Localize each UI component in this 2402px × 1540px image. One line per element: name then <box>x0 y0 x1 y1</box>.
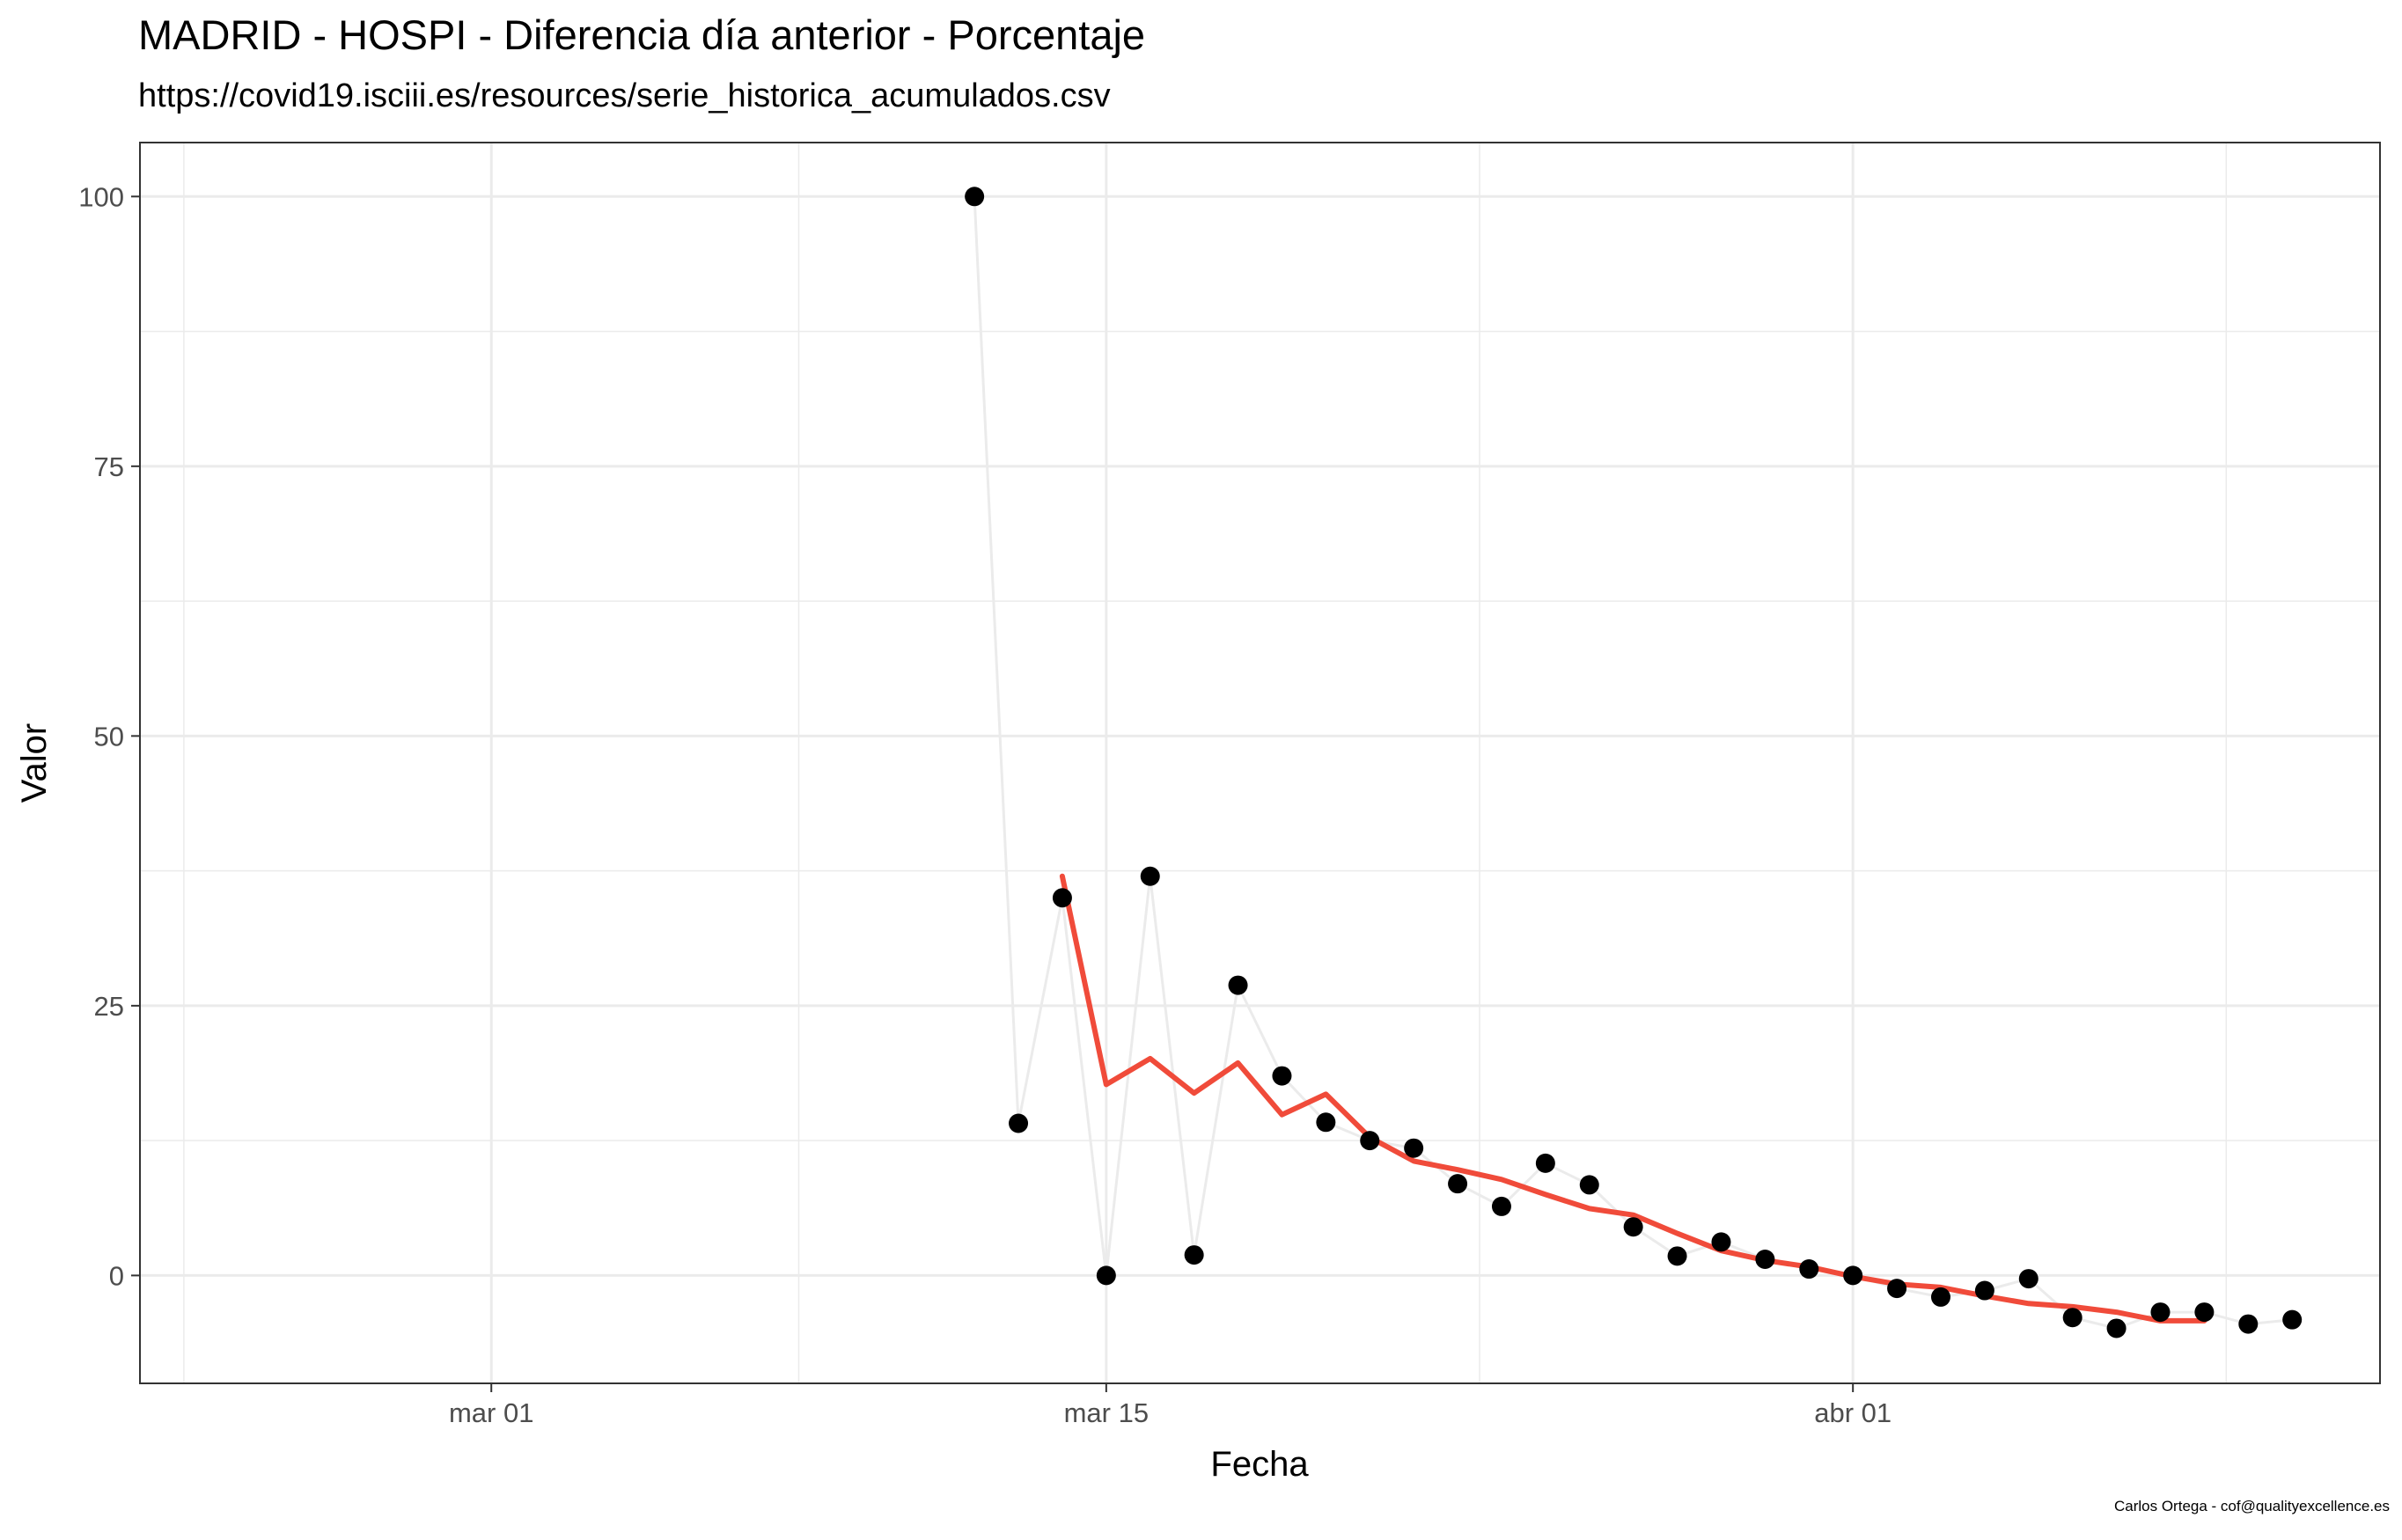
data-point <box>1623 1217 1643 1237</box>
data-point <box>1974 1280 1994 1301</box>
y-tick-label: 75 <box>94 451 124 482</box>
data-point <box>1799 1259 1819 1280</box>
x-tick-label: mar 01 <box>449 1397 533 1428</box>
data-point <box>2282 1309 2303 1330</box>
data-point <box>1272 1066 1292 1086</box>
y-tick-label: 25 <box>94 991 124 1022</box>
data-point <box>1667 1246 1687 1266</box>
data-point <box>1535 1153 1555 1173</box>
y-axis-title: Valor <box>15 723 54 803</box>
data-point <box>2238 1314 2259 1334</box>
data-point <box>1009 1113 1029 1133</box>
chart-subtitle: https://covid19.isciii.es/resources/seri… <box>138 77 1111 114</box>
data-point <box>965 187 985 207</box>
data-point <box>1491 1196 1511 1216</box>
x-axis-title: Fecha <box>1210 1445 1309 1484</box>
data-point <box>1316 1112 1336 1133</box>
data-point <box>1184 1245 1204 1265</box>
data-point <box>1843 1265 1863 1286</box>
x-tick-label: abr 01 <box>1814 1397 1891 1428</box>
y-axis: 0 25 50 75 100 <box>78 181 140 1291</box>
data-point <box>1140 866 1160 886</box>
data-points <box>965 187 2303 1338</box>
data-point <box>2194 1302 2215 1323</box>
minor-gridlines-y <box>140 330 2380 1141</box>
trend-line <box>1059 873 2207 1324</box>
data-point <box>1711 1232 1731 1252</box>
data-point <box>1404 1138 1424 1158</box>
data-point <box>1096 1265 1116 1286</box>
data-point <box>2106 1318 2127 1338</box>
data-point <box>1579 1175 1599 1195</box>
y-tick-label: 50 <box>94 721 124 752</box>
data-point <box>1930 1287 1950 1307</box>
data-point <box>1755 1250 1775 1269</box>
chart-title: MADRID - HOSPI - Diferencia día anterior… <box>138 11 1146 58</box>
x-tick-label: mar 15 <box>1064 1397 1149 1428</box>
plot-background <box>140 143 2380 1383</box>
data-point <box>1228 975 1248 995</box>
data-point <box>2018 1269 2038 1289</box>
data-point <box>1360 1131 1380 1151</box>
data-point <box>1052 888 1072 908</box>
data-point <box>2150 1302 2171 1323</box>
major-gridlines-x <box>489 143 1855 1383</box>
plot-border <box>139 142 2381 1384</box>
y-tick-label: 100 <box>78 181 124 212</box>
caption: Carlos Ortega - cof@qualityexcellence.es <box>2113 1498 2390 1514</box>
x-axis: mar 01 mar 15 abr 01 <box>449 1383 1891 1428</box>
major-gridlines-y <box>140 194 2380 1277</box>
data-point <box>2062 1308 2082 1328</box>
y-tick-label: 0 <box>109 1260 124 1291</box>
data-point <box>1887 1279 1907 1299</box>
data-point <box>1448 1174 1468 1194</box>
